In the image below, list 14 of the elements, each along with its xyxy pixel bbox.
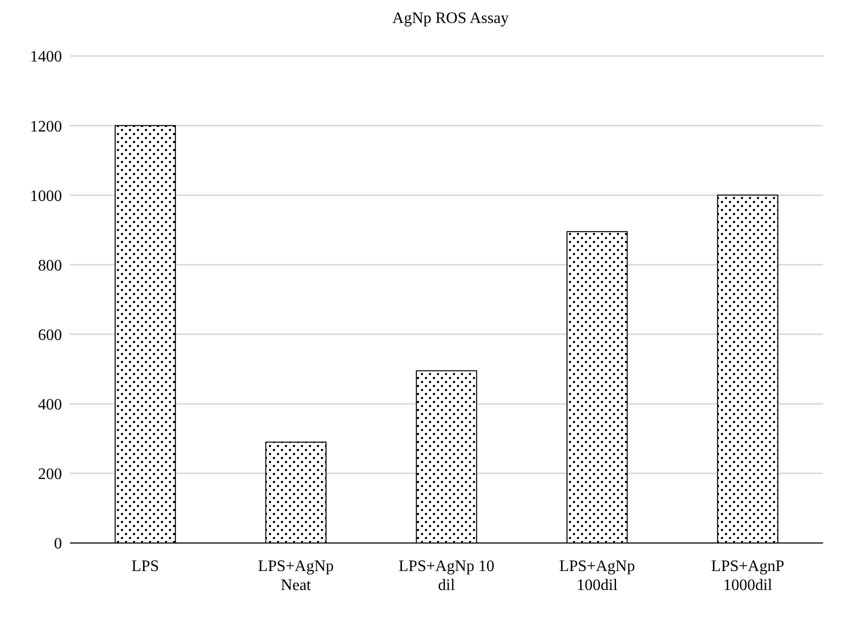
chart-title: AgNp ROS Assay — [391, 10, 510, 28]
y-tick-label: 200 — [38, 466, 62, 484]
x-tick-label: LPS+AgNp 100dil — [559, 558, 635, 594]
y-tick-label: 800 — [38, 257, 62, 274]
y-tick-label: 400 — [38, 396, 62, 414]
y-tick-label: 0 — [54, 536, 62, 553]
x-tick-label: LPS — [132, 558, 160, 575]
y-tick-label: 1200 — [30, 118, 62, 136]
x-tick-label: LPS+AgNp 10 dil — [398, 558, 494, 594]
y-tick-label: 1400 — [30, 48, 62, 66]
x-tick-label: LPS+AgNp Neat — [258, 558, 334, 594]
y-tick-label: 1000 — [30, 188, 62, 205]
x-tick-label: LPS+AgnP 1000dil — [711, 558, 784, 594]
y-tick-label: 600 — [38, 326, 62, 344]
